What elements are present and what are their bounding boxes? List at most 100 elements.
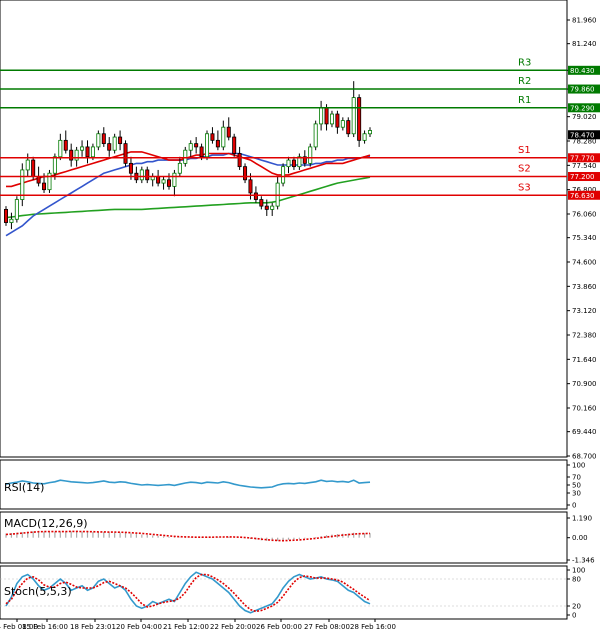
stoch-tick-label: 100 bbox=[572, 567, 585, 575]
time-tick-label: 15 Feb 16:00 bbox=[22, 623, 68, 631]
candle-body bbox=[63, 139, 68, 151]
level-price-tag-s3 bbox=[568, 190, 600, 200]
macd-tick-label: 1.190 bbox=[572, 515, 592, 523]
rsi-line bbox=[5, 479, 371, 489]
macd-indicator: 1.190 0.00 -1.346 bbox=[5, 515, 595, 565]
level-price-value-r2: 79.860 bbox=[570, 86, 595, 94]
stoch-panel-frame bbox=[0, 565, 568, 620]
candle-body bbox=[259, 199, 264, 207]
price-tick-label: 81.240 bbox=[572, 40, 597, 48]
candle-body bbox=[96, 133, 101, 148]
candle-body bbox=[346, 120, 351, 135]
candle-body bbox=[340, 120, 345, 128]
candle-body bbox=[156, 176, 161, 184]
candle-body bbox=[58, 139, 63, 158]
candle-body bbox=[297, 156, 302, 168]
price-tick-label: 76.800 bbox=[572, 186, 597, 194]
candle-body bbox=[177, 162, 182, 174]
time-tick-label: 27 Feb 08:00 bbox=[304, 623, 350, 631]
level-label-s3: S3 bbox=[518, 182, 531, 193]
candle-body bbox=[291, 159, 296, 168]
price-tick-label: 70.160 bbox=[572, 404, 597, 412]
price-tick-label: 81.960 bbox=[572, 17, 597, 25]
candle-body bbox=[25, 159, 30, 171]
candle-body bbox=[172, 172, 177, 187]
stoch-k-line bbox=[5, 571, 371, 614]
pivot-levels: R3 80.430 R2 79.860 R1 79.290 S1 77.770 S2 77.200… bbox=[0, 57, 600, 200]
candle-body bbox=[20, 169, 25, 200]
level-label-r2: R2 bbox=[518, 76, 531, 87]
candle-body bbox=[221, 126, 226, 148]
candlesticks bbox=[4, 81, 372, 230]
candle-body bbox=[243, 166, 248, 181]
candle-body bbox=[335, 113, 340, 128]
price-tick-label: 73.860 bbox=[572, 283, 597, 291]
level-price-tag-r1 bbox=[568, 103, 600, 113]
level-price-value-r3: 80.430 bbox=[570, 67, 595, 75]
candle-body bbox=[47, 172, 52, 191]
rsi-title: RSI(14) bbox=[4, 481, 44, 494]
candle-body bbox=[118, 136, 123, 145]
time-tick-label: 14 Feb 08:00 bbox=[0, 623, 38, 631]
macd-title: MACD(12,26,9) bbox=[4, 517, 88, 530]
price-tick-label: 68.700 bbox=[572, 453, 597, 461]
candle-body bbox=[123, 143, 128, 164]
candle-body bbox=[319, 107, 324, 125]
time-tick-label: 20 Feb 04:00 bbox=[116, 623, 162, 631]
price-tick-label: 69.440 bbox=[572, 428, 597, 436]
candle-body bbox=[286, 159, 291, 168]
candle-body bbox=[183, 149, 188, 164]
level-price-value-s1: 77.770 bbox=[570, 154, 595, 162]
candle-body bbox=[90, 146, 95, 158]
candle-body bbox=[74, 149, 79, 161]
level-label-s1: S1 bbox=[518, 145, 531, 156]
candle-body bbox=[248, 179, 253, 194]
time-tick-label: 22 Feb 20:00 bbox=[210, 623, 256, 631]
candle-body bbox=[69, 149, 74, 161]
rsi-tick-label: 30 bbox=[572, 490, 581, 498]
price-panel-frame bbox=[0, 0, 568, 458]
level-label-r1: R1 bbox=[518, 95, 531, 106]
candle-body bbox=[264, 205, 269, 210]
candle-body bbox=[253, 192, 258, 200]
candle-body bbox=[139, 169, 144, 181]
current-price-marker: 78.470 bbox=[568, 130, 600, 140]
rsi-tick-label: 70 bbox=[572, 474, 581, 482]
candle-body bbox=[4, 208, 9, 223]
candle-body bbox=[107, 143, 112, 151]
candle-body bbox=[351, 97, 356, 135]
candle-body bbox=[367, 130, 372, 135]
price-tick-label: 79.020 bbox=[572, 113, 597, 121]
price-tick-label: 74.600 bbox=[572, 259, 597, 267]
macd-panel-frame bbox=[0, 511, 568, 564]
price-tick-label: 75.340 bbox=[572, 234, 597, 242]
level-label-r3: R3 bbox=[518, 57, 531, 68]
candle-body bbox=[281, 166, 286, 184]
candle-body bbox=[194, 143, 199, 148]
candle-body bbox=[112, 136, 117, 151]
price-tick-label: 77.540 bbox=[572, 162, 597, 170]
candle-body bbox=[329, 113, 334, 125]
candle-body bbox=[357, 97, 362, 141]
price-axis: 81.960 81.240 80.430 79.860 79.020 78.280 77.5… bbox=[567, 17, 597, 461]
stoch-d-line bbox=[5, 573, 371, 613]
candle-body bbox=[36, 176, 41, 184]
candle-body bbox=[237, 153, 242, 168]
level-label-s2: S2 bbox=[518, 164, 531, 175]
price-tick-label: 71.640 bbox=[572, 356, 597, 364]
candle-body bbox=[313, 123, 318, 148]
candle-body bbox=[215, 139, 220, 148]
ma-green-line bbox=[5, 176, 371, 219]
level-price-tag-s2 bbox=[568, 172, 600, 182]
level-price-tag-r2 bbox=[568, 84, 600, 94]
candle-body bbox=[188, 143, 193, 151]
level-price-tag-s1 bbox=[568, 153, 600, 163]
macd-tick-label: -1.346 bbox=[572, 557, 595, 565]
candle-body bbox=[80, 146, 85, 151]
candle-body bbox=[52, 156, 57, 174]
candle-body bbox=[226, 126, 231, 138]
